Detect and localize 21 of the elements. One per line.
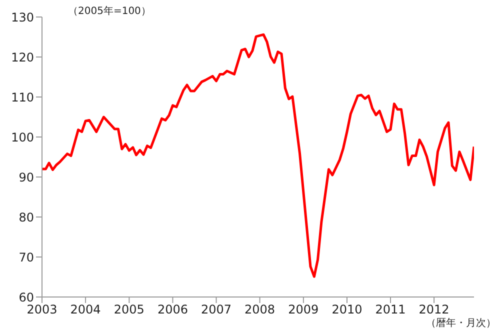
y-tick-label: 80 (18, 210, 34, 224)
x-tick-label: 2010 (332, 302, 362, 317)
x-tick-label: 2008 (244, 302, 276, 317)
x-tick-label: 2003 (26, 302, 58, 317)
y-tick-label: 110 (11, 90, 34, 104)
y-tick-label: 120 (11, 50, 34, 64)
y-tick-label: 130 (11, 10, 34, 24)
annotation: （2005年=100） (68, 5, 151, 18)
text: （暦年・月次） (426, 317, 496, 330)
x-tick-label: 2009 (288, 302, 319, 317)
y-tick-label: 70 (18, 250, 34, 264)
line-series (42, 33, 474, 278)
y-tick-label: 90 (18, 170, 34, 184)
x-tick-label: 2004 (70, 302, 101, 317)
x-tick-label: 2012 (418, 302, 450, 317)
x-tick-label: 2011 (375, 302, 406, 317)
y-tick-label: 100 (11, 130, 34, 144)
y-tick-label: 60 (18, 290, 34, 304)
x-tick-label: 2007 (200, 302, 232, 317)
x-tick-label: 2005 (114, 302, 144, 317)
x-tick-label: 2006 (157, 302, 188, 317)
